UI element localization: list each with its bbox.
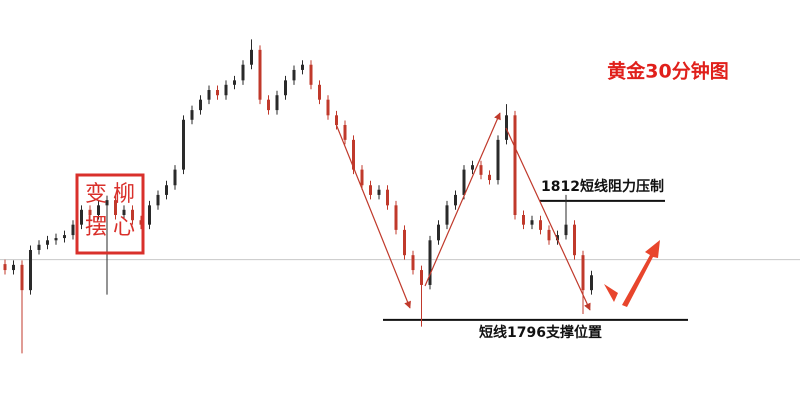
- candle-body: [437, 224, 440, 241]
- arrow: [505, 127, 591, 311]
- candle-body: [275, 95, 279, 111]
- stamp: 变 柳 摆 心: [75, 173, 145, 255]
- candle-body: [318, 84, 321, 100]
- candle-body: [428, 240, 432, 285]
- candle-body: [54, 238, 58, 241]
- candle-body: [343, 124, 347, 140]
- candle-body: [556, 235, 559, 241]
- candle-body: [250, 49, 253, 65]
- candle-body: [114, 200, 117, 216]
- chart-title: 黄金30分钟图: [607, 60, 728, 83]
- candle-body: [377, 189, 381, 195]
- candle-body: [97, 205, 100, 216]
- candle-body: [216, 90, 219, 96]
- forecast-arrows: [604, 240, 660, 307]
- candle-body: [471, 165, 474, 170]
- candle-body: [573, 224, 576, 256]
- candle-body: [581, 255, 585, 291]
- candle-body: [505, 115, 508, 140]
- candle-body: [46, 240, 49, 245]
- candle-body: [156, 194, 160, 206]
- candle-body: [564, 224, 568, 236]
- candle-body: [386, 189, 389, 206]
- stamp-char: 心: [113, 215, 135, 240]
- candle-body: [590, 275, 593, 291]
- candle-body: [20, 264, 24, 291]
- candle-body: [352, 139, 355, 170]
- candle-body: [513, 115, 517, 216]
- candle-body: [190, 110, 194, 120]
- candle-body: [207, 90, 211, 100]
- candle-body: [122, 209, 126, 216]
- candle-body: [284, 80, 287, 96]
- candle-body: [335, 115, 338, 125]
- candle-body: [411, 255, 415, 271]
- stamp-char: 柳: [113, 182, 135, 207]
- level-label: 短线1796支撑位置: [479, 324, 602, 341]
- candle-body: [488, 174, 491, 181]
- candle-body: [301, 64, 304, 70]
- stamp-border: [75, 173, 145, 255]
- candle-body: [148, 205, 151, 225]
- arrow: [424, 112, 501, 287]
- stamp-char: 摆: [85, 215, 107, 240]
- candle-body: [547, 229, 551, 241]
- candle-body: [173, 169, 177, 186]
- candle-body: [326, 99, 330, 116]
- candle-body: [394, 205, 398, 230]
- candle-body: [369, 185, 372, 195]
- candle-body: [37, 244, 41, 250]
- candle-body: [182, 119, 185, 170]
- candle-body: [233, 80, 236, 85]
- candle-body: [420, 270, 423, 285]
- candle-body: [241, 64, 245, 81]
- candle-body: [29, 249, 32, 291]
- candles: [3, 39, 593, 354]
- candle-body: [258, 49, 262, 100]
- candle-body: [530, 220, 534, 225]
- candle-body: [292, 69, 296, 81]
- candle-body: [88, 209, 92, 216]
- candle-body: [522, 215, 525, 225]
- trend-arrows: [335, 112, 591, 311]
- background: [0, 199, 800, 321]
- candle-body: [224, 84, 228, 96]
- candle-body: [454, 194, 457, 206]
- candle-body: [63, 235, 66, 239]
- candle-body: [539, 220, 542, 230]
- candle-body: [80, 209, 83, 225]
- candle-body: [131, 209, 134, 221]
- candle-body: [403, 229, 406, 256]
- candle-body: [309, 64, 313, 85]
- candle-body: [12, 264, 15, 271]
- candle-body: [165, 185, 168, 195]
- candle-body: [445, 205, 449, 225]
- arrow: [335, 123, 411, 309]
- candle-body: [360, 169, 364, 186]
- candle-body: [496, 139, 500, 181]
- candle-body: [199, 99, 202, 111]
- candle-body: [3, 264, 7, 271]
- stamp-char: 变: [85, 182, 107, 207]
- candle-body: [462, 169, 466, 195]
- candle-body: [105, 200, 109, 206]
- candle-body: [71, 224, 75, 236]
- candle-body: [139, 220, 143, 225]
- candle-body: [479, 165, 483, 175]
- level-label: 1812短线阻力压制: [541, 178, 664, 195]
- candle-body: [267, 99, 270, 111]
